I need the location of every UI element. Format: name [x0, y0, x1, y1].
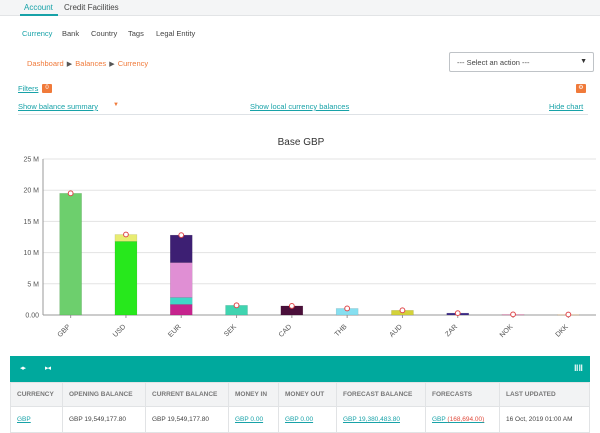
y-tick-label: 5 M: [27, 281, 39, 288]
money-out-link[interactable]: GBP 0.00: [285, 416, 314, 423]
cell-forecasts: GBP (168,694.00): [425, 406, 500, 433]
forecasts-link[interactable]: GBP (168,694.00): [432, 416, 484, 423]
bar-eur-segment[interactable]: [170, 297, 193, 305]
subtab-legal-entity[interactable]: Legal Entity: [156, 29, 196, 38]
x-tick-label: AUD: [388, 323, 403, 338]
show-balance-summary-link[interactable]: Show balance summary: [18, 102, 99, 111]
bar-eur-segment[interactable]: [170, 262, 193, 298]
total-marker-nok[interactable]: [510, 311, 516, 318]
bar-gbp-segment[interactable]: [59, 193, 82, 316]
caret-down-icon[interactable]: ▼: [113, 102, 119, 108]
balances-table: CURRENCY OPENING BALANCE CURRENT BALANCE…: [10, 382, 590, 433]
x-tick-label: ZAR: [444, 323, 459, 338]
x-tick-label: SEK: [223, 323, 238, 338]
y-tick-label: 0.00: [25, 313, 39, 320]
table-toolbar: ◂▸ ▸◂ ‖‖: [10, 356, 590, 382]
tab-account[interactable]: Account: [24, 3, 53, 12]
filter-count-badge: 0: [42, 84, 52, 93]
top-tab-bar: Account Credit Facilities: [0, 0, 600, 16]
y-tick-label: 15 M: [23, 219, 39, 226]
breadcrumb-separator-icon: ▶: [109, 61, 115, 68]
breadcrumb: Dashboard ▶ Balances ▶ Currency: [27, 59, 148, 68]
cell-forecast-balance: GBP 19,380,483.80: [336, 406, 426, 433]
col-forecast-balance[interactable]: FORECAST BALANCE: [336, 382, 426, 407]
breadcrumb-separator-icon: ▶: [66, 61, 73, 68]
x-tick-label: NOK: [499, 323, 515, 339]
hide-chart-link[interactable]: Hide chart: [549, 102, 584, 111]
tab-credit-facilities[interactable]: Credit Facilities: [64, 3, 119, 12]
total-marker-aud[interactable]: [399, 307, 406, 314]
show-local-currency-link[interactable]: Show local currency balances: [250, 102, 350, 111]
col-money-in[interactable]: MONEY IN: [228, 382, 279, 407]
table-row: GBP GBP 19,549,177.80 GBP 19,549,177.80 …: [10, 406, 590, 433]
x-tick-label: DKK: [555, 323, 570, 338]
currency-link[interactable]: GBP: [17, 416, 31, 423]
x-tick-label: THB: [334, 323, 349, 338]
x-tick-label: GBP: [57, 323, 73, 339]
breadcrumb-balances[interactable]: Balances: [75, 59, 107, 68]
chart-title: Base GBP: [278, 137, 325, 148]
subtab-tags[interactable]: Tags: [128, 29, 144, 38]
y-tick-label: 20 M: [23, 188, 39, 195]
bar-eur-segment[interactable]: [170, 234, 193, 263]
active-tab-indicator: [20, 14, 58, 16]
col-forecasts[interactable]: FORECASTS: [425, 382, 500, 407]
forecasts-value: (168,694.00): [447, 416, 485, 423]
cell-money-in: GBP 0.00: [228, 406, 279, 433]
total-marker-thb[interactable]: [344, 305, 351, 312]
table-header-row: CURRENCY OPENING BALANCE CURRENT BALANCE…: [10, 382, 590, 407]
total-marker-eur[interactable]: [178, 232, 185, 239]
forecasts-currency: GBP: [432, 416, 448, 423]
total-marker-gbp[interactable]: [67, 190, 74, 197]
collapse-columns-icon[interactable]: ◂▸: [20, 365, 26, 372]
bar-usd-segment[interactable]: [114, 241, 138, 316]
forecast-balance-link[interactable]: GBP 19,380,483.80: [343, 416, 400, 423]
col-opening-balance[interactable]: OPENING BALANCE: [62, 382, 146, 407]
divider: [18, 114, 588, 115]
total-marker-zar[interactable]: [454, 310, 461, 317]
gear-icon[interactable]: ⚙: [576, 84, 586, 93]
total-marker-dkk[interactable]: [565, 311, 572, 318]
total-marker-cad[interactable]: [288, 303, 295, 309]
filters-link[interactable]: Filters: [18, 84, 39, 93]
cell-current-balance: GBP 19,549,177.80: [145, 406, 229, 433]
bar-eur-segment[interactable]: [170, 304, 193, 316]
subtab-country[interactable]: Country: [91, 29, 118, 38]
money-in-link[interactable]: GBP 0.00: [235, 416, 264, 423]
x-tick-label: CAD: [278, 323, 293, 338]
cell-money-out: GBP 0.00: [278, 406, 337, 433]
col-currency[interactable]: CURRENCY: [10, 382, 63, 407]
chevron-down-icon: ▼: [580, 58, 587, 65]
x-tick-label: EUR: [167, 323, 182, 338]
cell-last-updated: 16 Oct, 2019 01:00 AM: [499, 406, 590, 433]
cell-opening-balance: GBP 19,549,177.80: [62, 406, 146, 433]
total-marker-sek[interactable]: [233, 302, 240, 309]
col-money-out[interactable]: MONEY OUT: [278, 382, 337, 407]
breadcrumb-currency: Currency: [117, 59, 149, 68]
balance-chart: 0.00 5 M 10 M 15 M 20 M 25 M GBP USD EUR SEK CAD TH…: [23, 137, 596, 339]
subtab-bank[interactable]: Bank: [62, 29, 80, 38]
total-marker-usd[interactable]: [123, 231, 129, 238]
col-current-balance[interactable]: CURRENT BALANCE: [145, 382, 229, 407]
breadcrumb-dashboard[interactable]: Dashboard: [27, 59, 64, 68]
action-select[interactable]: --- Select an action --- ▼: [449, 52, 594, 72]
subtab-currency[interactable]: Currency: [22, 29, 53, 38]
y-tick-label: 10 M: [23, 250, 39, 257]
y-tick-label: 25 M: [23, 157, 39, 164]
col-last-updated[interactable]: LAST UPDATED: [499, 382, 590, 407]
x-tick-label: USD: [112, 323, 127, 338]
expand-columns-icon[interactable]: ▸◂: [45, 365, 51, 372]
cell-currency: GBP: [10, 406, 63, 433]
columns-icon[interactable]: ‖‖: [574, 363, 583, 373]
action-select-value: --- Select an action ---: [457, 58, 530, 67]
